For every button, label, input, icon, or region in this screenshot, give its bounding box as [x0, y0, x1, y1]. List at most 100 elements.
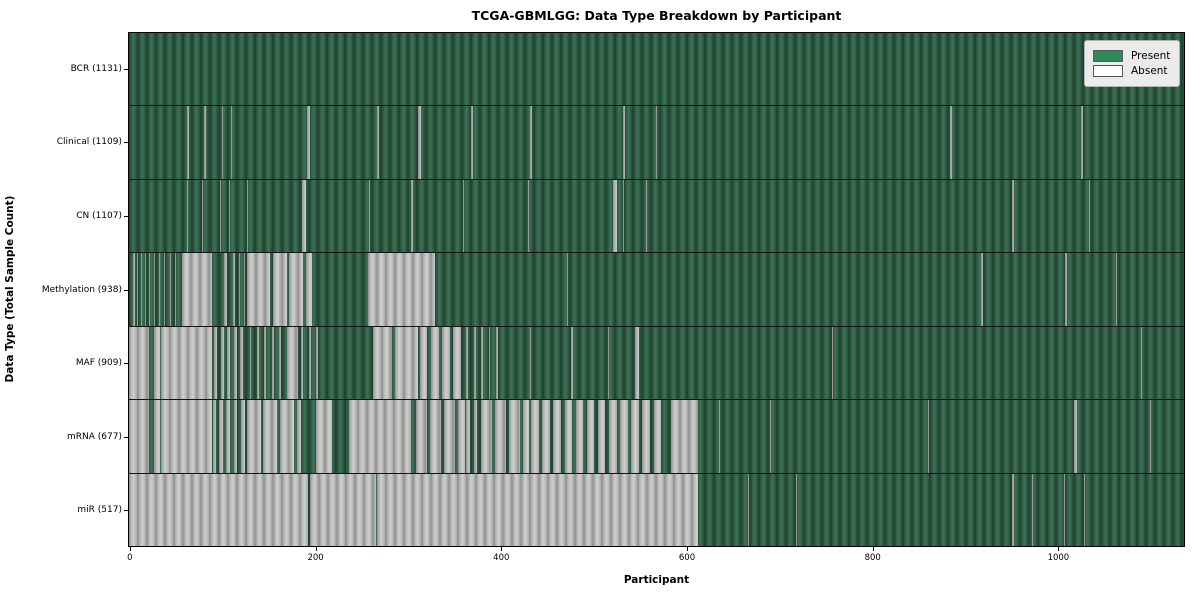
absent-segment — [239, 253, 241, 326]
absent-segment — [466, 400, 471, 473]
data-row-Methylation — [129, 253, 1184, 327]
y-tick-label-Methylation: Methylation (938) — [41, 284, 122, 295]
absent-segment — [271, 326, 274, 400]
absent-segment — [608, 326, 610, 400]
absent-segment — [240, 326, 244, 400]
absent-segment — [158, 253, 160, 326]
absent-segment — [1150, 400, 1152, 473]
absent-segment — [280, 400, 294, 473]
x-axis-label: Participant — [623, 574, 690, 586]
absent-segment — [656, 106, 658, 179]
present-swatch-icon — [1093, 50, 1123, 62]
absent-segment — [249, 326, 252, 400]
absent-segment — [187, 106, 190, 179]
absent-segment — [279, 326, 282, 400]
x-tick-mark — [315, 547, 317, 551]
absent-segment — [1012, 473, 1015, 546]
absent-segment — [218, 400, 223, 473]
legend: Present Absent — [1084, 40, 1180, 87]
absent-segment — [246, 400, 261, 473]
absent-segment — [230, 106, 232, 179]
absent-segment — [129, 400, 150, 473]
y-tick-label-BCR: BCR (1131) — [70, 63, 122, 74]
absent-segment — [129, 473, 308, 546]
absent-segment — [416, 400, 428, 473]
x-tick-mark — [501, 547, 503, 551]
absent-segment — [567, 253, 569, 326]
absent-segment — [609, 400, 617, 473]
y-tick-mark — [124, 510, 128, 512]
absent-segment — [213, 400, 217, 473]
y-tick-label-CN: CN (1107) — [76, 210, 122, 221]
absent-segment — [132, 253, 135, 326]
absent-segment — [301, 326, 304, 400]
absent-segment — [368, 253, 435, 326]
absent-segment — [671, 400, 699, 473]
absent-segment — [473, 326, 476, 400]
absent-segment — [308, 326, 311, 400]
absent-segment — [719, 400, 721, 473]
x-tick-label-200: 200 — [307, 553, 324, 563]
data-row-miR — [129, 473, 1184, 546]
absent-segment — [653, 400, 661, 473]
absent-segment — [232, 253, 235, 326]
data-row-MAF — [129, 326, 1184, 401]
y-tick-mark — [124, 363, 128, 365]
absent-segment — [161, 326, 213, 400]
absent-segment — [528, 179, 530, 253]
absent-segment — [220, 326, 224, 400]
absent-segment — [1141, 326, 1143, 400]
absent-swatch-icon — [1093, 65, 1123, 77]
data-row-mRNA — [129, 400, 1184, 474]
absent-segment — [246, 253, 270, 326]
absent-segment — [186, 179, 189, 253]
absent-segment — [553, 400, 561, 473]
absent-segment — [642, 400, 650, 473]
absent-segment — [229, 179, 231, 253]
absent-segment — [832, 326, 834, 400]
absent-segment — [1089, 179, 1091, 253]
x-tick-label-600: 600 — [678, 553, 696, 563]
absent-segment — [612, 179, 617, 253]
absent-segment — [129, 326, 150, 400]
absent-segment — [272, 253, 287, 326]
absent-segment — [442, 326, 450, 400]
absent-segment — [471, 106, 473, 179]
data-row-Clinical — [129, 106, 1184, 180]
absent-segment — [586, 400, 595, 473]
absent-segment — [175, 253, 177, 326]
absent-segment — [473, 400, 478, 473]
absent-segment — [796, 473, 798, 546]
y-tick-mark — [124, 436, 128, 438]
absent-segment — [369, 179, 371, 253]
absent-segment — [372, 326, 393, 400]
absent-segment — [316, 326, 319, 400]
absent-segment — [564, 400, 573, 473]
absent-segment — [149, 253, 151, 326]
absent-segment — [575, 400, 584, 473]
absent-segment — [1083, 473, 1085, 546]
absent-segment — [927, 400, 929, 473]
absent-segment — [286, 326, 298, 400]
absent-segment — [309, 473, 377, 546]
absent-segment — [137, 253, 139, 326]
absent-segment — [748, 473, 750, 546]
absent-segment — [1116, 253, 1118, 326]
x-tick-label-0: 0 — [127, 553, 133, 563]
x-tick-mark — [872, 547, 874, 551]
absent-segment — [296, 400, 302, 473]
x-tick-label-800: 800 — [864, 553, 881, 563]
absent-segment — [223, 253, 228, 326]
absent-segment — [246, 179, 248, 253]
absent-segment — [635, 326, 639, 400]
absent-segment — [571, 326, 573, 400]
absent-segment — [377, 473, 699, 546]
absent-segment — [226, 400, 231, 473]
y-tick-mark — [124, 215, 128, 217]
absent-segment — [227, 326, 231, 400]
legend-entry-absent: Absent — [1093, 65, 1171, 77]
absent-segment — [154, 326, 160, 400]
absent-segment — [531, 400, 539, 473]
absent-segment — [221, 106, 223, 179]
absent-segment — [481, 400, 493, 473]
